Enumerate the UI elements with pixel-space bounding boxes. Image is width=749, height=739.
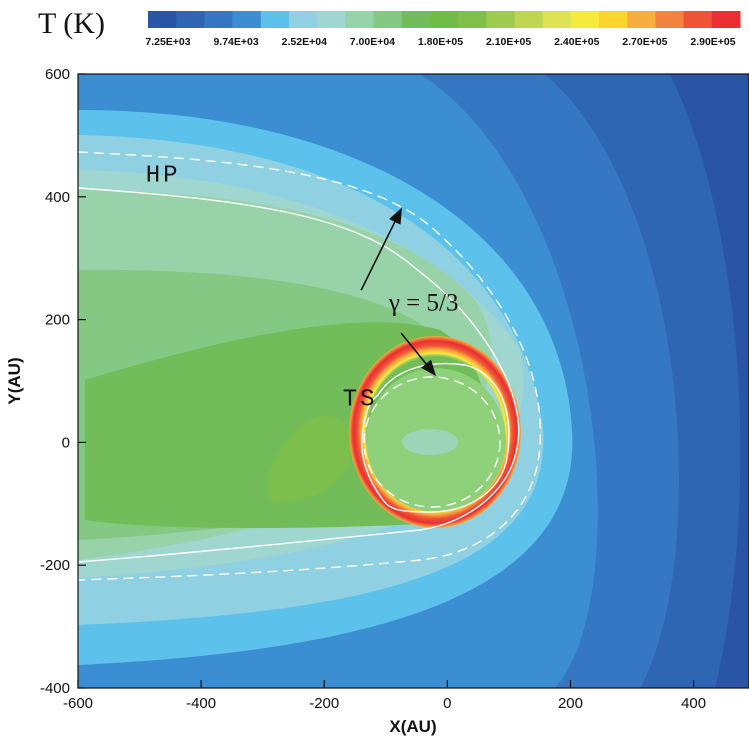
colorbar-swatch	[317, 11, 346, 28]
gamma-label: γ = 5/3	[388, 289, 459, 316]
colorbar-swatch	[514, 11, 544, 28]
colorbar-tick-label: 2.90E+05	[690, 36, 735, 48]
heliopause-solid-line	[78, 187, 520, 563]
colorbar-tick-label: 2.70E+05	[622, 36, 667, 48]
x-axis-label: X(AU)	[389, 717, 436, 736]
colorbar-tick-label: 2.52E+04	[282, 36, 327, 48]
colorbar-swatch	[542, 11, 572, 28]
y-tick-label: -400	[40, 680, 70, 697]
heliopause-dashed-line	[78, 151, 542, 581]
y-tick-label: 200	[45, 312, 70, 329]
colorbar-swatch	[373, 11, 403, 28]
y-tick-label: 600	[45, 66, 70, 83]
termination-shock-dashed-line	[363, 376, 501, 508]
annotation-arrow	[400, 332, 437, 377]
x-tick-label: 200	[558, 695, 583, 712]
colorbar-swatch	[711, 11, 741, 28]
termination-shock-solid-line	[361, 362, 510, 513]
colorbar	[148, 11, 741, 28]
y-tick-label: 400	[45, 189, 70, 206]
colorbar-tick-label: 2.10E+05	[486, 36, 531, 48]
colorbar-tick-label: 7.00E+04	[350, 36, 395, 48]
x-tick-label: 0	[443, 695, 451, 712]
plot-area	[78, 74, 749, 688]
colorbar-swatch	[148, 11, 177, 28]
colorbar-swatch	[655, 11, 685, 28]
y-tick-label: 0	[62, 434, 70, 451]
y-axis-ticks: -400 -200 0 200 400 600	[40, 66, 86, 697]
annotations: HP TS γ = 5/3	[146, 162, 459, 413]
colorbar-swatch	[288, 11, 318, 28]
colorbar-swatch	[683, 11, 713, 28]
colorbar-swatch	[345, 11, 375, 28]
colorbar-swatch	[401, 11, 431, 28]
colorbar-swatch	[458, 11, 487, 28]
y-axis-label: Y(AU)	[5, 357, 24, 404]
contour-region-11	[270, 415, 352, 501]
colorbar-tick-label: 1.80E+05	[418, 36, 463, 48]
colorbar-swatch	[570, 11, 600, 28]
heliopause-label: HP	[146, 162, 181, 189]
y-tick-label: -200	[40, 557, 70, 574]
colorbar-swatch	[627, 11, 656, 28]
plot-frame	[77, 73, 749, 689]
colorbar-swatch	[599, 11, 628, 28]
colorbar-swatch	[486, 11, 515, 28]
colorbar-tick-labels: 7.25E+03 9.74E+03 2.52E+04 7.00E+04 1.80E+05…	[145, 36, 735, 48]
x-tick-label: -400	[186, 695, 216, 712]
inner-core-region	[402, 429, 458, 455]
annotation-arrow	[360, 207, 402, 291]
annotation-arrows	[360, 207, 437, 377]
x-tick-label: 400	[681, 695, 706, 712]
colorbar-tick-label: 7.25E+03	[145, 36, 190, 48]
colorbar-swatch	[176, 11, 205, 28]
colorbar-swatch	[232, 11, 262, 28]
colorbar-swatch	[260, 11, 290, 28]
termination-shock-label: TS	[343, 387, 378, 414]
colorbar-title: T (K)	[38, 7, 105, 40]
colorbar-swatch	[204, 11, 234, 28]
colorbar-tick-label: 2.40E+05	[554, 36, 599, 48]
colorbar-swatch	[429, 11, 459, 28]
x-tick-label: -600	[63, 695, 93, 712]
colorbar-tick-label: 9.74E+03	[213, 36, 258, 48]
x-axis-ticks: -600 -400 -200 0 200 400	[63, 680, 706, 712]
x-tick-label: -200	[309, 695, 339, 712]
